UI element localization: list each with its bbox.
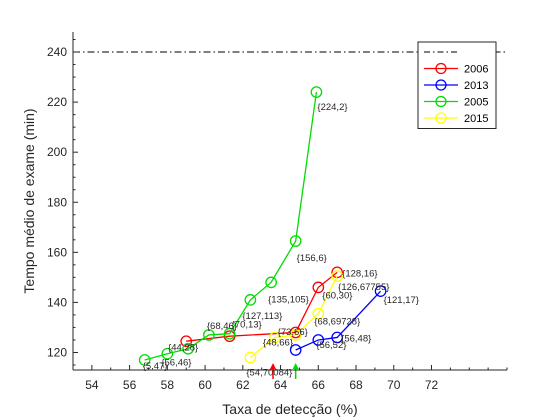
y-tick-label: 160 [47, 245, 67, 259]
x-tick-label: 60 [198, 378, 212, 392]
data-label: {121,17} [384, 295, 419, 306]
data-label: {5,47} [143, 361, 168, 372]
data-point [289, 235, 302, 247]
data-point [374, 285, 387, 297]
data-label: {70,13} [232, 320, 262, 331]
data-label: {73,66} [278, 327, 308, 338]
data-point [331, 270, 344, 282]
data-point [223, 327, 236, 340]
legend-entry-2015: 2015 [424, 112, 488, 125]
data-point [269, 331, 281, 344]
x-tick-label: 56 [123, 378, 137, 392]
legend-entry-2013: 2013 [424, 79, 488, 92]
data-point [138, 354, 151, 366]
data-point [312, 334, 325, 346]
series-line-2015 [249, 275, 338, 358]
data-label: {68,69728} [314, 317, 360, 328]
data-label: {156,6} [297, 253, 327, 264]
data-point [289, 329, 302, 341]
series-line-2005 [144, 91, 318, 361]
data-point [310, 86, 323, 98]
axes-layer: 54 56 58 60 62 64 66 68 70 72 120 140 160 180 200 220 24… [47, 32, 508, 392]
legend-swatch-marker [435, 112, 447, 124]
data-point [244, 294, 257, 306]
data-label: {44,28} [168, 343, 198, 354]
labels-2005: {5,47}{56,46} {44,28} {68,46}{70,13}{127,1… [143, 102, 348, 372]
data-label: {224,2} [317, 102, 347, 113]
legend-label: 2015 [464, 113, 488, 125]
legend-label: 2005 [464, 97, 488, 109]
data-label: {56,48} [341, 333, 371, 344]
legend-entry-2005: 2005 [424, 95, 488, 109]
series-2015 [244, 270, 344, 364]
data-label: {68,46} [207, 321, 237, 332]
data-label: {127,113} [242, 311, 282, 322]
data-point [182, 342, 194, 355]
data-point [331, 331, 344, 344]
labels-2013: {56,52}{56,48} {121,17} [316, 295, 419, 351]
data-label: {60,30} [322, 290, 352, 301]
data-label: {48,66} [263, 337, 293, 348]
data-point [265, 276, 277, 289]
data-point [289, 344, 302, 356]
data-label: {128,16} [342, 268, 377, 279]
x-tick-label: 68 [349, 378, 363, 392]
x-tick-label: 66 [312, 378, 326, 392]
legend: 2006 2013 2005 2015 [417, 41, 497, 129]
data-point [180, 335, 193, 348]
data-point [312, 281, 325, 294]
x-tick-label: 58 [161, 378, 175, 392]
data-label: {56,52} [316, 340, 346, 351]
axis-marker-head [292, 363, 299, 369]
data-point [312, 307, 325, 320]
x-tick-label: 72 [425, 378, 439, 392]
data-layer: {60,30} {128,16} {56,52}{56,48} {121,17} {5,… [73, 51, 507, 379]
series-line-2013 [295, 290, 382, 351]
legend-swatch-marker [435, 95, 447, 108]
legend-entry-2006: 2006 [424, 62, 488, 76]
data-point [161, 347, 174, 360]
legend-label: 2013 [464, 80, 488, 92]
data-point [203, 329, 215, 341]
y-axis-label: Tempo médio de exame (min) [21, 108, 37, 293]
data-point [244, 351, 257, 364]
x-tick-label: 70 [387, 378, 401, 392]
labels-2015: {54,70084} {48,66}{73,66} {68,69728} {126,6… [246, 282, 389, 378]
legend-swatch-marker [435, 62, 447, 75]
data-label: {56,46} [161, 358, 191, 369]
data-label: {54,70084} [246, 367, 292, 378]
data-label: {135,105} [268, 294, 309, 305]
x-axis-label: Taxa de detecção (%) [222, 401, 357, 417]
y-tick-label: 180 [47, 195, 67, 209]
legend-label: 2006 [464, 64, 488, 76]
series-line-2006 [186, 271, 338, 342]
x-tick-label: 54 [85, 378, 99, 392]
y-tick-label: 120 [47, 345, 67, 359]
y-tick-label: 140 [47, 295, 67, 309]
series-2005 [138, 86, 323, 366]
x-tick-label: 62 [236, 378, 250, 392]
data-label: {126,67755} [338, 282, 389, 293]
axis-marker-head [270, 363, 277, 369]
x-tick-label: 64 [274, 378, 288, 392]
y-tick-label: 240 [47, 45, 67, 59]
labels-2006: {60,30} {128,16} [322, 268, 377, 301]
y-tick-label: 220 [47, 95, 67, 109]
series-2013 [289, 285, 387, 356]
legend-swatch-marker [435, 79, 447, 91]
y-tick-label: 200 [47, 145, 67, 159]
